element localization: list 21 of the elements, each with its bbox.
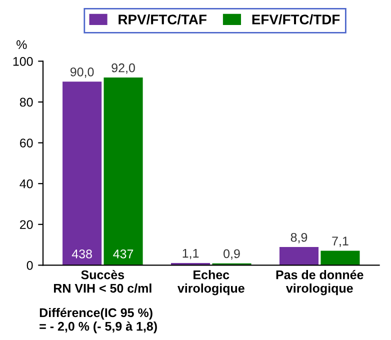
data-label: 92,0 <box>112 63 135 74</box>
data-label: 7,1 <box>332 236 348 247</box>
y-tick-label: 100 <box>13 57 33 66</box>
data-label: 90,0 <box>70 68 94 78</box>
y-tick-label: 60 <box>20 138 33 148</box>
x-tick-label: Echec virologique <box>178 270 244 296</box>
legend-label: RPV/FTC/TAF <box>118 14 206 25</box>
data-label: 8,9 <box>290 232 308 244</box>
annotation: 437 <box>113 250 134 258</box>
y-tick-label: 0 <box>26 261 33 270</box>
y-tick-label: 20 <box>20 220 33 230</box>
y-tick-label: 40 <box>20 179 33 188</box>
x-tick-label: Succès RN VIH < 50 c/ml <box>54 270 152 293</box>
annotation: 438 <box>72 250 92 258</box>
y-tick-label: 80 <box>20 98 33 107</box>
x-tick-label: Pas de donnée virologique <box>276 270 364 296</box>
data-label: 0,9 <box>224 249 240 260</box>
data-label: 1,1 <box>182 248 199 260</box>
y-axis-title: % <box>16 40 27 50</box>
text: Différence(IC 95 %) = - 2,0 % (- 5,9 à 1,8) <box>40 308 157 334</box>
legend-label: EFV/FTC/TDF <box>252 14 340 25</box>
